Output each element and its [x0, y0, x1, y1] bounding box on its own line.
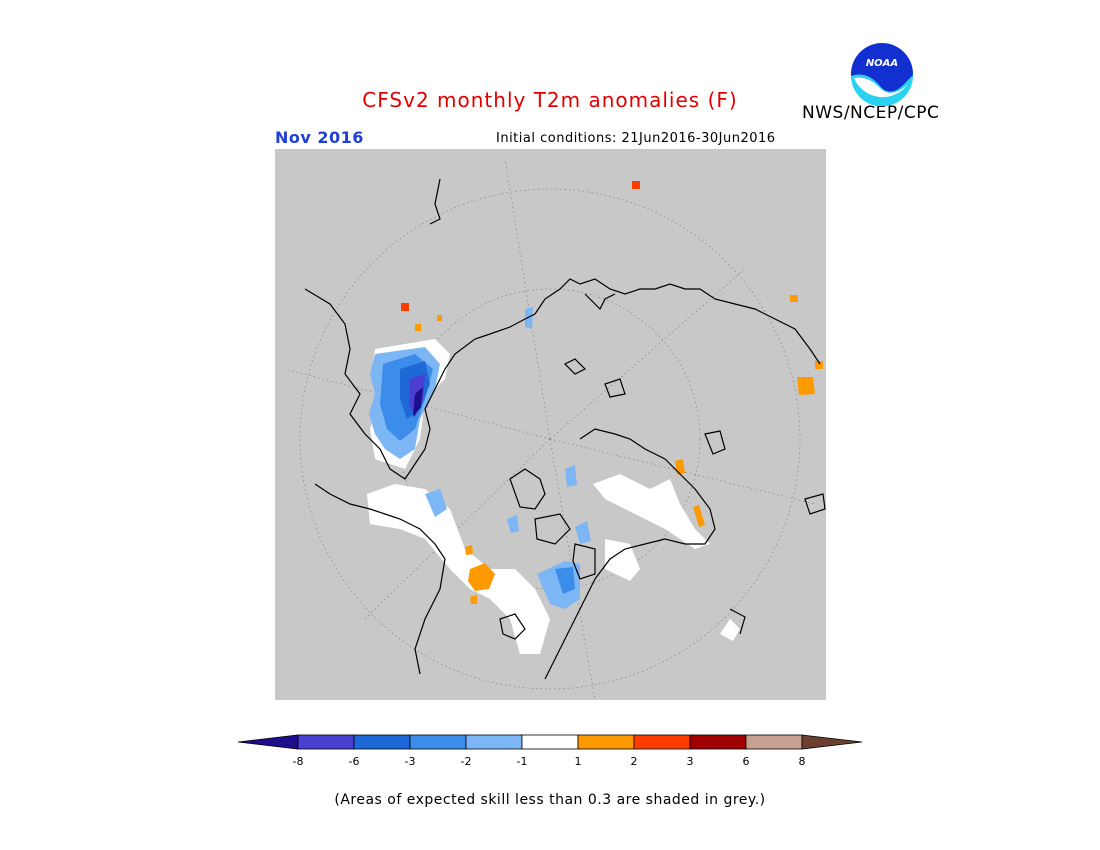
polar-map [275, 149, 826, 700]
legend-swatch [521, 734, 579, 750]
legend-swatch [577, 734, 635, 750]
above-normal-areas [401, 181, 823, 604]
color-legend: -8 -6 -3 -2 -1 1 2 3 6 8 [238, 734, 862, 768]
legend-arrow-high [801, 734, 862, 750]
legend-label: 6 [743, 755, 750, 768]
noaa-logo: NOAA [851, 43, 914, 106]
forecast-month: Nov 2016 [275, 128, 364, 147]
legend-label: 3 [687, 755, 694, 768]
legend-label: -3 [405, 755, 416, 768]
legend-label: -6 [349, 755, 360, 768]
logo-text: NOAA [866, 58, 898, 69]
legend-swatch [689, 734, 747, 750]
legend-label: 8 [799, 755, 806, 768]
legend-swatches [238, 734, 862, 750]
legend-swatch [353, 734, 411, 750]
map-title: CFSv2 monthly T2m anomalies (F) [362, 88, 738, 112]
legend-label: 2 [631, 755, 638, 768]
initial-conditions: Initial conditions: 21Jun2016-30Jun2016 [496, 131, 776, 146]
legend-label: -8 [293, 755, 304, 768]
legend-swatch [297, 734, 355, 750]
legend-swatch [465, 734, 523, 750]
legend-labels: -8 -6 -3 -2 -1 1 2 3 6 8 [293, 755, 806, 768]
legend-swatch [745, 734, 803, 750]
agency-label: NWS/NCEP/CPC [802, 103, 940, 123]
legend-label: -2 [461, 755, 472, 768]
legend-swatch [633, 734, 691, 750]
legend-label: 1 [575, 755, 582, 768]
legend-arrow-low [238, 734, 299, 750]
legend-label: -1 [517, 755, 528, 768]
below-normal-areas [369, 307, 591, 609]
legend-swatch [409, 734, 467, 750]
footnote: (Areas of expected skill less than 0.3 a… [334, 792, 766, 808]
coastlines [304, 178, 826, 680]
